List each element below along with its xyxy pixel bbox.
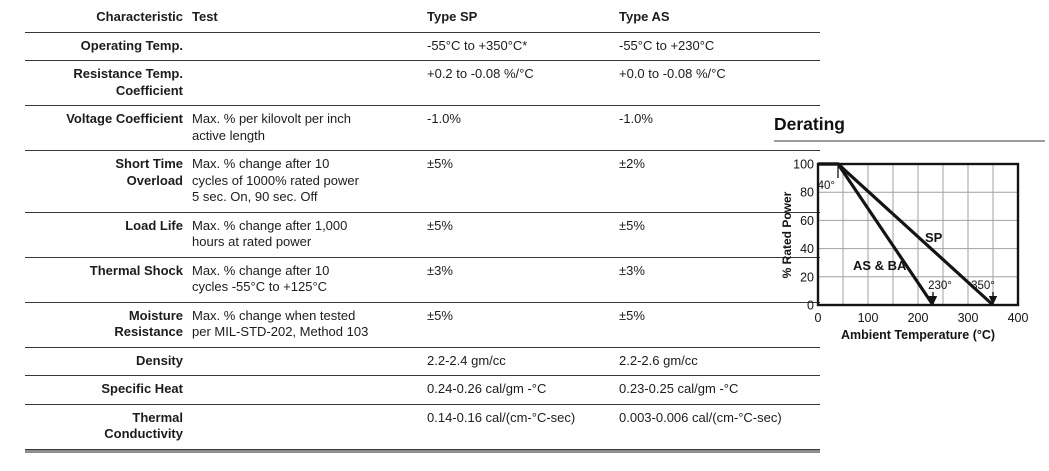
cell-type-as: 0.23-0.25 cal/gm -°C <box>619 381 739 396</box>
cell-type-as: +0.0 to -0.08 %/°C <box>619 66 726 81</box>
column-header-type-as: Type AS <box>619 9 670 24</box>
x-tick-label: 100 <box>858 311 879 325</box>
cell-type-as: ±5% <box>619 307 645 323</box>
cell-type-sp: 2.2-2.4 gm/cc <box>427 352 506 368</box>
cell-characteristic: Load Life <box>125 217 183 233</box>
cell-type-sp: -1.0% <box>427 111 461 126</box>
table-row: Resistance Temp. Coefficient +0.2 to -0.0… <box>25 61 820 106</box>
cell-type-sp: 0.14-0.16 cal/(cm-°C-sec) <box>427 409 576 425</box>
cell-characteristic: Density <box>136 352 183 368</box>
cell-characteristic: Specific Heat <box>101 381 183 396</box>
cell-test <box>183 405 425 449</box>
cell-type-sp: ±5% <box>427 217 453 233</box>
cell-test <box>183 376 425 404</box>
cell-type-sp: -55°C to +350°C* <box>427 37 528 53</box>
table-row: Moisture Resistance Max. % change when te… <box>25 303 820 348</box>
characteristics-table: Characteristic Test Type SP Type AS Oper… <box>25 4 820 453</box>
cell-characteristic: Moisture Resistance <box>114 307 183 340</box>
annotation-label: 230° <box>928 280 952 292</box>
y-tick-label: 80 <box>800 186 814 200</box>
cell-type-sp: ±3% <box>427 262 453 278</box>
series-line <box>818 162 995 307</box>
y-tick-label: 100 <box>793 158 814 172</box>
x-tick-label: 300 <box>958 311 979 325</box>
cell-characteristic: Operating Temp. <box>80 37 183 53</box>
cell-type-as: 0.003-0.006 cal/(cm-°C-sec) <box>619 409 782 425</box>
cell-characteristic: Short Time Overload <box>115 156 183 188</box>
plot-border <box>816 162 1020 307</box>
cell-type-as: ±3% <box>619 262 645 278</box>
x-tick-label: 200 <box>908 311 929 325</box>
y-tick-label: 20 <box>800 270 814 284</box>
cell-test <box>183 61 425 105</box>
table-row: Thermal Shock Max. % change after 10 cycl… <box>25 258 820 303</box>
y-axis-title: % Rated Power <box>780 191 794 278</box>
x-axis-title: Ambient Temperature (°C) <box>841 328 995 342</box>
y-tick-label: 40 <box>800 242 814 256</box>
cell-test: Max. % change when tested per MIL-STD-20… <box>192 307 369 340</box>
cell-type-sp: ±5% <box>427 307 453 323</box>
cell-type-as: ±2% <box>619 156 645 171</box>
arrow-down-icon <box>988 296 998 305</box>
table-row: Voltage Coefficient Max. % per kilovolt p… <box>25 106 820 151</box>
table-row: Operating Temp. -55°C to +350°C* -55°C to … <box>25 33 820 61</box>
cell-characteristic: Resistance Temp. Coefficient <box>73 66 183 98</box>
x-tick-label: 0 <box>815 311 822 325</box>
cell-type-sp: ±5% <box>427 156 453 171</box>
cell-test: Max. % change after 1,000 hours at rated… <box>192 217 348 250</box>
cell-type-sp: +0.2 to -0.08 %/°C <box>427 66 534 81</box>
table-row: Specific Heat 0.24-0.26 cal/gm -°C 0.23-0.… <box>25 376 820 405</box>
series-label: AS & BA <box>853 258 907 273</box>
cell-type-as: -55°C to +230°C <box>619 37 715 53</box>
cell-test <box>183 348 425 376</box>
derating-chart: SP AS & BA 40° 230° 350° 0 20 40 60 80 100 0 100 200 3… <box>780 158 1029 343</box>
column-header-test: Test <box>192 9 218 24</box>
table-row: Load Life Max. % change after 1,000 hours… <box>25 213 820 258</box>
y-tick-label: 60 <box>800 214 814 228</box>
cell-test <box>183 33 425 61</box>
table-body: Operating Temp. -55°C to +350°C* -55°C to … <box>25 33 820 450</box>
cell-test: Max. % change after 10 cycles of 1000% r… <box>192 156 359 204</box>
cell-type-as: 2.2-2.6 gm/cc <box>619 352 698 368</box>
derating-chart-title: Derating <box>774 114 1045 142</box>
cell-type-sp: 0.24-0.26 cal/gm -°C <box>427 381 547 396</box>
cell-characteristic: Thermal Conductivity <box>104 409 183 442</box>
cell-characteristic: Thermal Shock <box>89 262 183 278</box>
cell-characteristic: Voltage Coefficient <box>66 111 183 126</box>
column-header-type-sp: Type SP <box>427 9 478 24</box>
cell-type-as: -1.0% <box>619 111 653 126</box>
series-label: SP <box>925 230 943 245</box>
series-line <box>818 162 935 306</box>
cell-type-as: ±5% <box>619 217 645 233</box>
x-tick-label: 400 <box>1008 311 1029 325</box>
table-header-row: Characteristic Test Type SP Type AS <box>25 4 820 33</box>
arrow-down-icon <box>928 296 938 305</box>
table-row: Thermal Conductivity 0.14-0.16 cal/(cm-°C… <box>25 405 820 450</box>
annotation-label: 40° <box>818 180 835 192</box>
y-tick-label: 0 <box>807 299 814 313</box>
table-row: Density 2.2-2.4 gm/cc 2.2-2.6 gm/cc <box>25 348 820 376</box>
column-header-characteristic: Characteristic <box>96 9 183 24</box>
annotation-label: 350° <box>971 280 995 292</box>
table-row: Short Time Overload Max. % change after 1… <box>25 151 820 213</box>
cell-test: Max. % change after 10 cycles -55°C to +… <box>192 262 330 295</box>
cell-test: Max. % per kilovolt per inch active leng… <box>192 111 351 143</box>
